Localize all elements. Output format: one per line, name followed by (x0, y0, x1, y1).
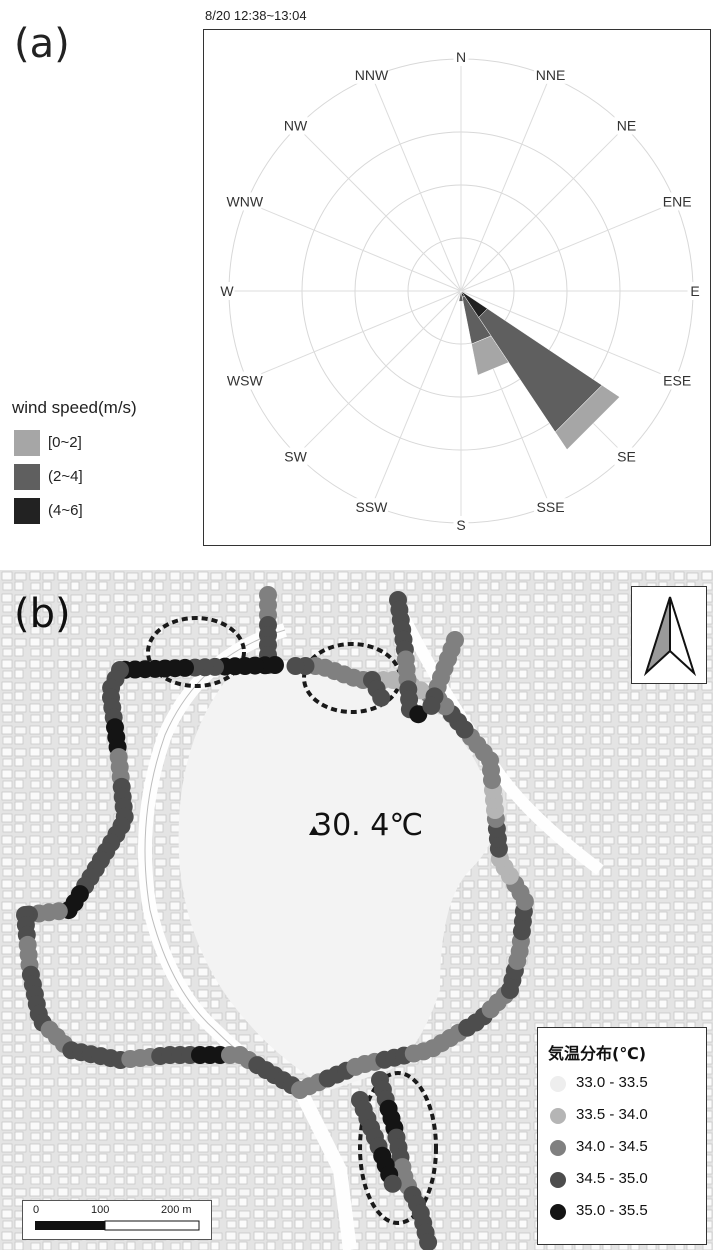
legend-dot-icon (550, 1108, 566, 1124)
scale-tick-label: 0 (33, 1204, 40, 1216)
rose-direction-label: SW (284, 448, 307, 464)
temperature-point (422, 696, 441, 715)
rose-label-background (687, 282, 703, 300)
rose-label-background (283, 116, 308, 135)
wind-legend-label: (2~4] (48, 468, 83, 485)
rose-direction-label: SSW (356, 499, 389, 515)
legend-dot-icon (550, 1204, 566, 1220)
wind-speed-legend: wind speed(m/s) [0~2] (2~4] (4~6] (12, 398, 137, 524)
rose-label-background (614, 447, 639, 466)
rose-label-background (534, 498, 568, 517)
rose-label-background (453, 516, 469, 534)
wind-legend-swatch (14, 464, 40, 490)
main-road (293, 1086, 357, 1250)
rose-grid-spoke (246, 290, 462, 381)
rose-direction-label: S (456, 517, 465, 533)
wind-legend-swatch (14, 430, 40, 456)
rose-direction-label: WNW (227, 193, 264, 209)
panel-b-label: (b) (14, 591, 71, 637)
rose-label-background (660, 192, 694, 211)
wind-legend-swatch (14, 498, 40, 524)
park-area (178, 664, 496, 1090)
rose-direction-label: W (220, 283, 234, 299)
legend-dot-icon (550, 1076, 566, 1092)
rose-grid-spoke (371, 76, 462, 292)
rose-label-background (354, 498, 388, 517)
rose-grid-spoke (246, 201, 462, 292)
rose-direction-label: NNE (536, 67, 566, 83)
temperature-legend-label: 34.5 - 35.0 (576, 1170, 648, 1187)
rose-direction-label: ENE (663, 193, 692, 209)
temperature-legend-label: 33.5 - 34.0 (576, 1106, 648, 1123)
rose-label-background (354, 65, 388, 84)
wind-rose-petals (458, 290, 621, 451)
rose-label-background (614, 116, 639, 135)
temperature-legend-title: 気温分布(℃) (548, 1044, 647, 1063)
temperature-legend: 気温分布(℃) 33.0 - 33.5 33.5 - 34.0 34.0 - 3… (537, 1027, 707, 1245)
rose-label-background (660, 371, 694, 390)
wind-rose-petal (554, 384, 621, 451)
wind-rose-direction-labels: N NNE NE ENE E ESE SE SSE S SSW SW WSW W WNW NW NNW (219, 48, 703, 534)
north-arrow-icon (631, 586, 707, 684)
temperature-legend-label: 35.0 - 35.5 (576, 1202, 648, 1219)
wind-rose-chart: N NNE NE ENE E ESE SE SSE S SSW SW WSW W WNW NW NNW (219, 48, 703, 534)
rose-direction-label: SSE (537, 499, 565, 515)
scale-tick-label: 200 m (161, 1204, 192, 1216)
hotspot-circle (146, 616, 246, 688)
legend-dot-icon (550, 1140, 566, 1156)
temperature-point (383, 1174, 402, 1193)
rose-direction-label: NNW (355, 67, 389, 83)
rose-grid-spoke (460, 76, 551, 292)
temperature-legend-label: 34.0 - 34.5 (576, 1138, 648, 1155)
time-range-label: 8/20 12:38~13:04 (205, 8, 307, 23)
wind-rose-frame (203, 29, 711, 546)
wind-legend-label: [0~2] (48, 434, 82, 451)
rose-label-background (219, 282, 235, 300)
rose-direction-label: SE (617, 448, 636, 464)
temperature-point (419, 1233, 438, 1250)
rose-label-background (453, 48, 469, 66)
rose-direction-label: WSW (227, 373, 264, 389)
legend-dot-icon (550, 1172, 566, 1188)
rose-direction-label: NE (617, 118, 636, 134)
center-temperature-label: 30. 4℃ (313, 808, 424, 843)
rose-grid-spoke (296, 126, 462, 292)
rose-grid-spoke (296, 290, 462, 456)
wind-speed-legend-title: wind speed(m/s) (12, 398, 137, 417)
wind-legend-label: (4~6] (48, 502, 83, 519)
rose-grid-spoke (460, 201, 676, 292)
rose-direction-label: E (690, 283, 699, 299)
hotspot-circle (358, 1071, 438, 1225)
temperature-point (286, 657, 305, 675)
rose-grid-spoke (460, 290, 676, 381)
center-marker-icon (309, 826, 319, 835)
temperature-legend-label: 33.0 - 33.5 (576, 1074, 648, 1091)
temperature-point (409, 705, 428, 724)
wind-rose-petal (471, 335, 510, 376)
panel-a-label: (a) (14, 21, 70, 67)
scale-bar: 0 100 200 m (22, 1200, 212, 1240)
scale-tick-label: 100 (91, 1204, 110, 1216)
rose-label-background (228, 371, 262, 390)
rose-grid-spoke (371, 290, 462, 506)
rose-direction-label: NW (284, 118, 308, 134)
rose-label-background (283, 447, 308, 466)
rose-grid-spoke (460, 126, 626, 292)
rose-direction-label: N (456, 49, 466, 65)
wind-rose-petal (458, 290, 464, 302)
rose-label-background (534, 65, 568, 84)
temperature-route (16, 586, 534, 1250)
rose-direction-label: ESE (663, 373, 691, 389)
temperature-point (372, 688, 391, 707)
rose-label-background (228, 192, 262, 211)
